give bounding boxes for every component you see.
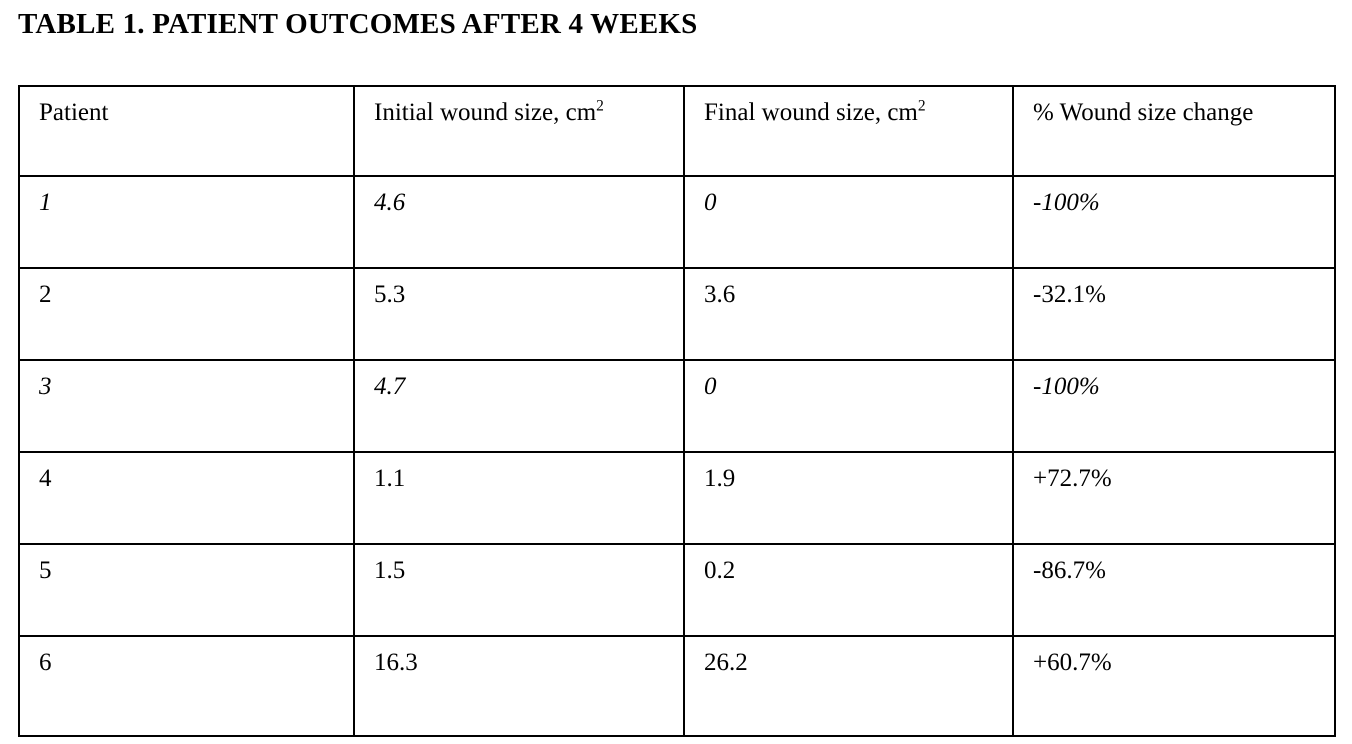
cell-patient: 1 (18, 175, 355, 269)
table-row: 5 1.5 0.2 -86.7% (18, 543, 1336, 637)
header-initial-wound-size: Initial wound size, cm2 (353, 85, 685, 177)
header-change-label: % Wound size change (1033, 99, 1254, 126)
header-final-sup: 2 (917, 97, 926, 115)
header-initial-label: Initial wound size, cm (374, 99, 597, 126)
cell-percent-change: -86.7% (1012, 543, 1336, 637)
cell-initial-size: 1.1 (353, 451, 685, 545)
cell-final-size: 0 (683, 175, 1014, 269)
cell-final-size: 1.9 (683, 451, 1014, 545)
cell-initial-size: 5.3 (353, 267, 685, 361)
cell-patient: 6 (18, 635, 355, 737)
header-row: Patient Initial wound size, cm2 Final wo… (18, 85, 1336, 177)
cell-initial-size: 16.3 (353, 635, 685, 737)
cell-patient: 2 (18, 267, 355, 361)
cell-patient: 3 (18, 359, 355, 453)
cell-final-size: 3.6 (683, 267, 1014, 361)
table-row: 3 4.7 0 -100% (18, 359, 1336, 453)
table-row: 4 1.1 1.9 +72.7% (18, 451, 1336, 545)
header-final-wound-size: Final wound size, cm2 (683, 85, 1014, 177)
cell-percent-change: +72.7% (1012, 451, 1336, 545)
cell-percent-change: -32.1% (1012, 267, 1336, 361)
cell-patient: 5 (18, 543, 355, 637)
cell-percent-change: -100% (1012, 359, 1336, 453)
header-patient: Patient (18, 85, 355, 177)
cell-patient: 4 (18, 451, 355, 545)
cell-percent-change: +60.7% (1012, 635, 1336, 737)
cell-initial-size: 4.7 (353, 359, 685, 453)
cell-initial-size: 4.6 (353, 175, 685, 269)
cell-final-size: 26.2 (683, 635, 1014, 737)
table-title: TABLE 1. PATIENT OUTCOMES AFTER 4 WEEKS (18, 8, 698, 40)
header-patient-label: Patient (39, 99, 109, 126)
patient-outcomes-table: Patient Initial wound size, cm2 Final wo… (18, 85, 1336, 737)
table-row: 6 16.3 26.2 +60.7% (18, 635, 1336, 737)
cell-final-size: 0.2 (683, 543, 1014, 637)
cell-percent-change: -100% (1012, 175, 1336, 269)
table-row: 2 5.3 3.6 -32.1% (18, 267, 1336, 361)
table-row: 1 4.6 0 -100% (18, 175, 1336, 269)
header-final-label: Final wound size, cm (704, 99, 918, 126)
header-initial-sup: 2 (596, 97, 604, 115)
cell-initial-size: 1.5 (353, 543, 685, 637)
header-percent-change: % Wound size change (1012, 85, 1336, 177)
cell-final-size: 0 (683, 359, 1014, 453)
